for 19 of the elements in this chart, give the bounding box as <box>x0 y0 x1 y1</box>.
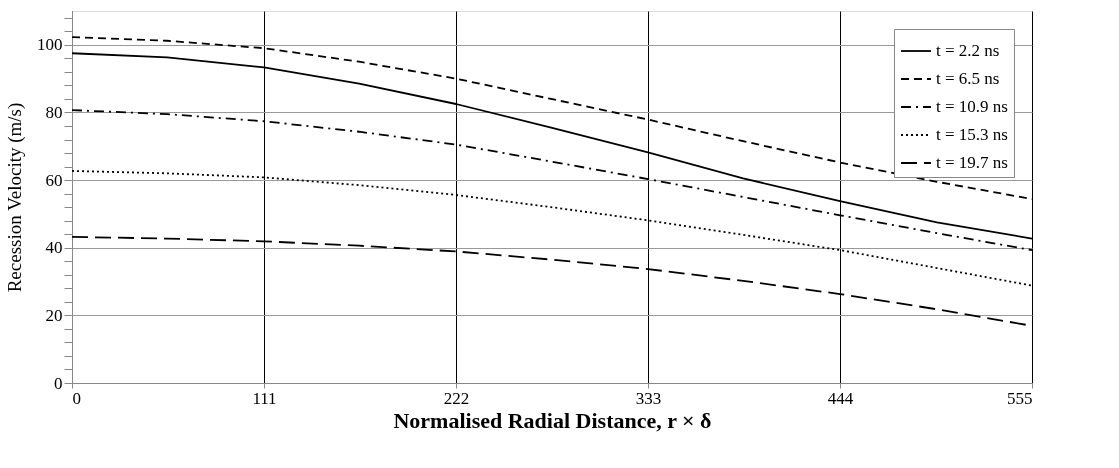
x-tick-label: 222 <box>443 388 470 408</box>
y-tick-label: 20 <box>45 305 63 325</box>
x-tick-label: 555 <box>1007 388 1033 408</box>
y-axis-title: Recession Velocity (m/s) <box>4 102 26 293</box>
x-tick-label: 0 <box>72 388 81 408</box>
x-tick-label: 111 <box>252 388 277 408</box>
legend-label: t = 19.7 ns <box>936 153 1008 172</box>
legend-label: t = 15.3 ns <box>936 125 1008 144</box>
legend-label: t = 6.5 ns <box>936 69 1000 88</box>
x-axis-title: Normalised Radial Distance, r × δ <box>393 407 712 433</box>
y-tick-label: 0 <box>54 373 63 393</box>
x-tick-label: 444 <box>827 388 854 408</box>
y-tick-label: 60 <box>45 170 63 190</box>
legend-label: t = 2.2 ns <box>936 41 1000 60</box>
y-tick-label: 80 <box>45 102 63 122</box>
x-tick-label: 333 <box>635 388 662 408</box>
legend-label: t = 10.9 ns <box>936 97 1008 116</box>
y-tick-label: 100 <box>37 35 63 55</box>
y-tick-label: 40 <box>45 238 63 258</box>
